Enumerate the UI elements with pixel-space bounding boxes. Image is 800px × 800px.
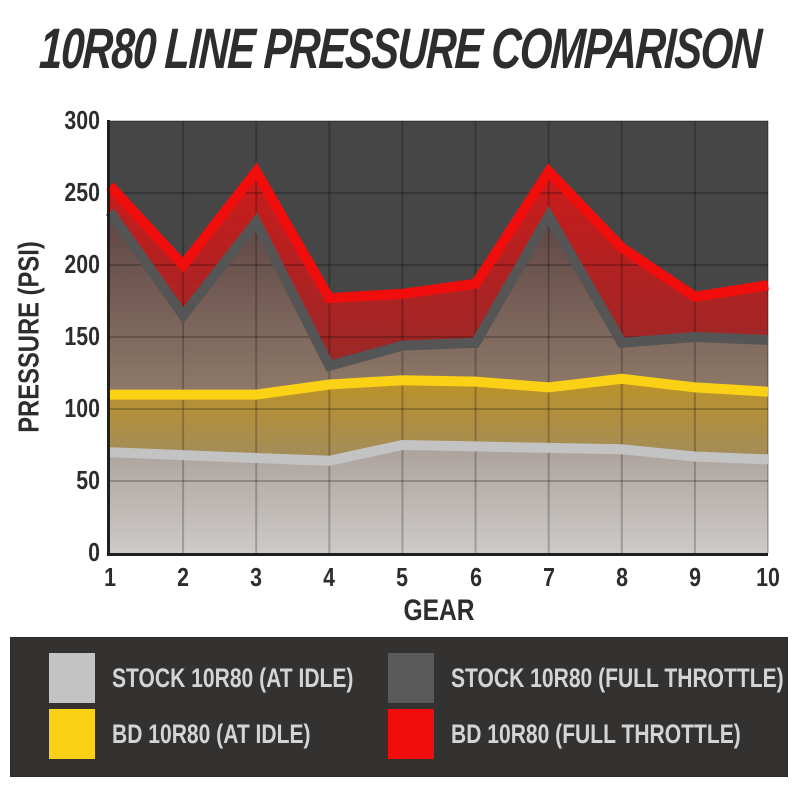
x-tick-label: 2: [177, 562, 190, 592]
y-tick-label: 250: [64, 177, 100, 207]
legend-label: STOCK 10R80 (AT IDLE): [112, 662, 354, 693]
legend-item-bd-idle: BD 10R80 (AT IDLE): [49, 708, 367, 760]
x-tick-label: 4: [323, 562, 336, 592]
y-tick-label: 0: [88, 537, 100, 567]
legend-item-stock-full-throttle: STOCK 10R80 (FULL THROTTLE): [388, 652, 800, 704]
legend-swatch-stock-idle: [49, 653, 95, 703]
y-tick-label: 300: [64, 105, 100, 135]
x-tick-label: 10: [756, 562, 780, 592]
bd-idle-line: [110, 373, 769, 400]
stock-idle-area: [110, 445, 768, 553]
x-axis-label: GEAR: [403, 594, 475, 627]
legend-item-bd-full-throttle: BD 10R80 (FULL THROTTLE): [388, 708, 800, 760]
legend-item-stock-idle: STOCK 10R80 (AT IDLE): [49, 652, 422, 704]
x-tick-label: 6: [469, 562, 482, 592]
x-tick-label: 5: [396, 562, 409, 592]
legend-swatch-bd-full-throttle: [388, 709, 434, 759]
legend-swatch-stock-full-throttle: [388, 653, 434, 703]
plot-area: [105, 120, 769, 556]
pressure-chart: PRESSURE (PSI) GEAR 0 50 100 150 200 250 300 1 2…: [14, 105, 780, 627]
legend-label: BD 10R80 (AT IDLE): [112, 718, 311, 749]
y-tick-label: 50: [76, 465, 100, 495]
legend-label: STOCK 10R80 (FULL THROTTLE): [451, 662, 784, 693]
bd-full-throttle-line: [106, 162, 769, 304]
x-tick-label: 8: [615, 562, 628, 592]
y-tick-label: 200: [64, 249, 100, 279]
legend: STOCK 10R80 (AT IDLE) STOCK 10R80 (FULL …: [10, 637, 788, 777]
bd-idle-area: [110, 378, 768, 461]
x-tick-label: 1: [104, 562, 116, 592]
stock-idle-line: [109, 439, 769, 466]
x-tick-label: 3: [250, 562, 263, 592]
x-tick-label: 9: [688, 562, 701, 592]
stock-full-throttle-line: [105, 205, 769, 372]
stock-full-throttle-area: [110, 211, 768, 395]
legend-swatch-bd-idle: [49, 709, 95, 759]
x-tick-label: 7: [542, 562, 555, 592]
y-tick-label: 100: [64, 393, 100, 423]
y-tick-label: 150: [64, 321, 100, 351]
bd-full-throttle-area: [110, 171, 768, 366]
legend-label: BD 10R80 (FULL THROTTLE): [451, 718, 741, 749]
